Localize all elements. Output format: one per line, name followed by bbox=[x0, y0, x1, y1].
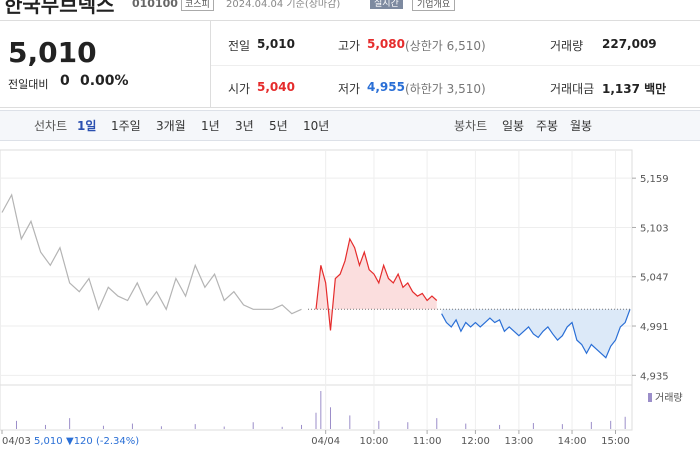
stat-value: 5,010 bbox=[257, 37, 295, 51]
volume-bar bbox=[532, 423, 534, 429]
volume-bar bbox=[223, 426, 225, 429]
rate: 0.00% bbox=[80, 73, 129, 89]
volume-bar bbox=[378, 420, 380, 429]
period-tab[interactable]: 1주일 bbox=[111, 119, 141, 133]
volume-bar bbox=[436, 418, 438, 429]
realtime-badge[interactable]: 실시간 bbox=[370, 0, 403, 9]
change: 0 bbox=[60, 73, 70, 89]
volume-bar bbox=[281, 426, 283, 429]
tab-bar bbox=[0, 110, 700, 141]
x-tick-label: 04/03 bbox=[2, 436, 31, 447]
volume-bar bbox=[315, 412, 317, 429]
volume-bar bbox=[102, 425, 104, 429]
y-tick-label: 5,103 bbox=[640, 223, 669, 234]
stat-label: 고가 bbox=[338, 39, 361, 53]
volume-bar bbox=[15, 420, 17, 429]
summary-box bbox=[0, 20, 700, 108]
y-tick-label: 4,991 bbox=[640, 322, 669, 333]
volume-bar bbox=[349, 415, 351, 429]
divider bbox=[210, 20, 211, 107]
stat-label: 전일 bbox=[228, 39, 251, 53]
volume-bar bbox=[561, 424, 563, 429]
volume-bar bbox=[624, 416, 626, 429]
x-tick-label: 10:00 bbox=[360, 436, 389, 447]
candle-tab[interactable]: 월봉 bbox=[570, 119, 593, 133]
price: 5,010 bbox=[8, 36, 97, 69]
candle-tab[interactable]: 일봉 bbox=[502, 119, 525, 133]
area bbox=[441, 309, 630, 358]
volume-bar bbox=[329, 407, 331, 429]
stat-value: 227,009 bbox=[602, 37, 657, 51]
line bbox=[441, 309, 631, 359]
volume-bar bbox=[320, 391, 322, 429]
x-tick-label: 12:00 bbox=[461, 436, 490, 447]
tab-label: 선차트 bbox=[34, 119, 68, 133]
period-tab[interactable]: 3년 bbox=[235, 119, 254, 133]
footer-price: 5,010 bbox=[34, 436, 63, 447]
candle-tab[interactable]: 주봉 bbox=[536, 119, 559, 133]
stat-value: 1,137 백만 bbox=[602, 82, 667, 96]
date: 2024.04.04 기준(장마감) bbox=[226, 0, 341, 10]
y-tick-label: 5,047 bbox=[640, 273, 669, 284]
volume-bar bbox=[301, 424, 303, 429]
legend-swatch bbox=[648, 393, 652, 402]
period-tab[interactable]: 10년 bbox=[303, 119, 330, 133]
stat-extra: (상한가 6,510) bbox=[405, 39, 486, 53]
line bbox=[1, 193, 302, 315]
stat-value: 5,080 bbox=[367, 37, 405, 51]
volume-bar bbox=[69, 418, 71, 429]
x-tick-label: 13:00 bbox=[504, 436, 533, 447]
x-tick-label: 04/04 bbox=[311, 436, 340, 447]
volume-bar bbox=[44, 424, 46, 429]
volume-bar bbox=[252, 422, 254, 429]
stat-label: 시가 bbox=[228, 82, 251, 96]
stat-label: 거래대금 bbox=[550, 82, 595, 96]
area bbox=[316, 238, 437, 331]
change-label: 전일대비 bbox=[8, 78, 49, 91]
stat-extra: (하한가 3,510) bbox=[405, 82, 486, 96]
stat-value: 4,955 bbox=[367, 80, 405, 94]
stat-label: 저가 bbox=[338, 82, 361, 96]
volume-bar bbox=[499, 424, 501, 429]
chart: 5,159 5,103 5,047 4,991 4,935 04/03 04/04 10:00… bbox=[0, 149, 683, 447]
overview-button[interactable]: 기업개요 bbox=[412, 0, 456, 11]
period-tab[interactable]: 3개월 bbox=[156, 119, 186, 133]
tab-label: 봉차트 bbox=[454, 119, 488, 133]
plot-frame bbox=[0, 149, 633, 431]
volume-bar bbox=[160, 426, 162, 429]
divider bbox=[211, 65, 700, 66]
volume-bar bbox=[590, 421, 592, 429]
volume-bar bbox=[465, 423, 467, 429]
line bbox=[315, 237, 438, 331]
market-badge: 코스피 bbox=[181, 0, 214, 11]
stock-code: 010100 bbox=[132, 0, 178, 10]
stock-name: 한국무브넥스 bbox=[4, 0, 115, 17]
stat-label: 거래량 bbox=[550, 39, 584, 53]
period-tab[interactable]: 1일 bbox=[77, 119, 97, 133]
volume-bar bbox=[131, 423, 133, 429]
y-tick-label: 5,159 bbox=[640, 174, 669, 185]
x-tick-label: 11:00 bbox=[413, 436, 442, 447]
y-tick-label: 4,935 bbox=[640, 371, 669, 382]
x-tick-label: 14:00 bbox=[558, 436, 587, 447]
volume-bar bbox=[194, 424, 196, 429]
volume-bar bbox=[407, 422, 409, 429]
stat-value: 5,040 bbox=[257, 80, 295, 94]
footer-change: ▼120 (-2.34%) bbox=[66, 436, 139, 447]
volume-bar bbox=[610, 420, 612, 429]
period-tab[interactable]: 1년 bbox=[201, 119, 220, 133]
legend-label: 거래량 bbox=[655, 392, 683, 404]
x-tick-label: 15:00 bbox=[601, 436, 630, 447]
period-tab[interactable]: 5년 bbox=[269, 119, 288, 133]
